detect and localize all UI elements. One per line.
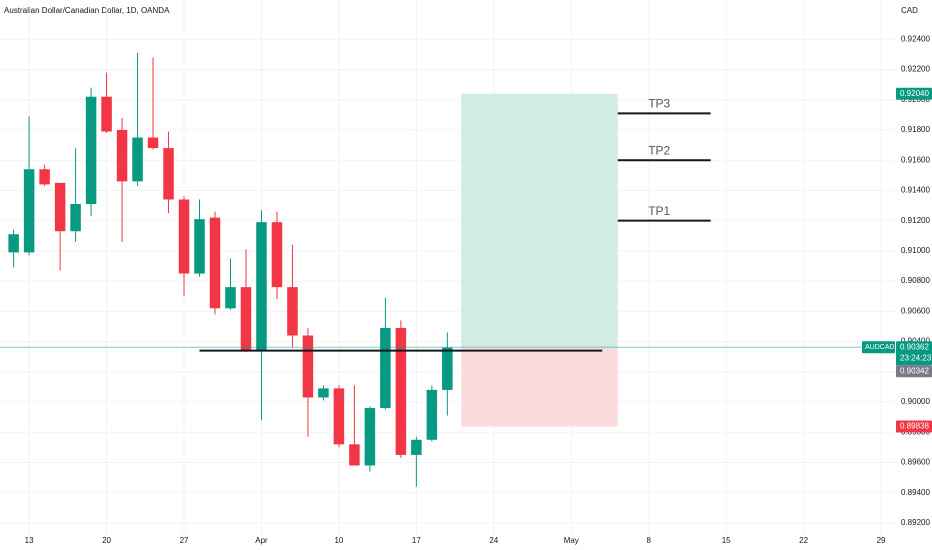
candle-body [147, 137, 159, 149]
candle-body [333, 388, 345, 445]
candle-body [116, 129, 128, 182]
candle-body [8, 234, 19, 253]
symbol-tag: AUDCAD [865, 344, 895, 351]
x-tick-label: 15 [722, 536, 731, 545]
x-tick-label: 13 [25, 536, 34, 545]
stop-price-tag-box [896, 420, 932, 433]
symbol-tag-box [862, 341, 895, 354]
candle-body [178, 199, 190, 274]
y-tick-label: 0.90000 [901, 397, 930, 406]
x-tick-label: 10 [334, 536, 343, 545]
x-tick-label: 20 [102, 536, 111, 545]
chart-title: Australian Dollar/Canadian Dollar, 1D, O… [4, 6, 170, 15]
candle-body [225, 287, 236, 309]
target-price-tag-box [896, 87, 932, 100]
take-profit-label: TP1 [648, 204, 670, 218]
y-tick-label: 0.91600 [901, 155, 930, 164]
candle-body [85, 96, 97, 205]
candle-body [380, 327, 391, 409]
candle-body [23, 169, 35, 253]
candle-body [395, 327, 407, 455]
y-tick-label: 0.89400 [901, 488, 930, 497]
candle-body [132, 137, 143, 182]
y-tick-label: 0.89200 [901, 518, 930, 527]
y-tick-label: 0.92400 [901, 34, 930, 43]
y-tick-label: 0.92200 [901, 65, 930, 74]
candle-body [54, 182, 66, 232]
price-marker-tag-box [896, 365, 932, 378]
y-tick-label: 0.91200 [901, 216, 930, 225]
countdown: 23:24:23 [900, 353, 932, 362]
x-tick-label: 29 [877, 536, 886, 545]
x-tick-label: 24 [489, 536, 498, 545]
candle-body [364, 408, 376, 466]
x-tick-label: 27 [180, 536, 189, 545]
y-tick-label: 0.91800 [901, 125, 930, 134]
x-tick-label: 8 [646, 536, 651, 545]
profit-zone [461, 93, 618, 348]
x-tick-label: May [564, 536, 579, 545]
y-tick-label: 0.90800 [901, 276, 930, 285]
candle-body [302, 335, 314, 398]
candle-body [70, 204, 81, 232]
target-price-tag: 0.92040 [900, 89, 929, 98]
y-tick-label: 0.90400 [901, 337, 930, 346]
candle-body [256, 222, 267, 351]
loss-zone [461, 347, 618, 427]
candle-body [101, 96, 112, 132]
y-tick-label: 0.89600 [901, 458, 930, 467]
candle-body [318, 388, 329, 398]
candle-body [209, 217, 221, 309]
candle-body [287, 287, 298, 336]
y-axis-label: CAD [901, 6, 918, 15]
x-tick-label: 17 [412, 536, 421, 545]
candle-body [163, 148, 174, 200]
x-tick-label: 22 [799, 536, 808, 545]
candle-body [39, 169, 50, 185]
last-price-tag: 0.90362 [900, 342, 929, 351]
y-tick-label: 0.91400 [901, 186, 930, 195]
take-profit-label: TP3 [648, 97, 670, 111]
last-price-box [896, 341, 932, 366]
y-tick-label: 0.90600 [901, 306, 930, 315]
price-marker-tag: 0.90342 [900, 366, 929, 375]
candle-body [240, 287, 252, 351]
stop-price-tag: 0.89838 [900, 422, 929, 431]
candle-body [194, 219, 205, 274]
take-profit-label: TP2 [648, 143, 670, 157]
candle-body [442, 347, 453, 390]
candle-body [411, 439, 422, 455]
candle-body [426, 389, 438, 440]
candle-body [349, 444, 360, 466]
candle-body [271, 222, 283, 288]
x-tick-label: Apr [255, 536, 268, 545]
y-tick-label: 0.91000 [901, 246, 930, 255]
